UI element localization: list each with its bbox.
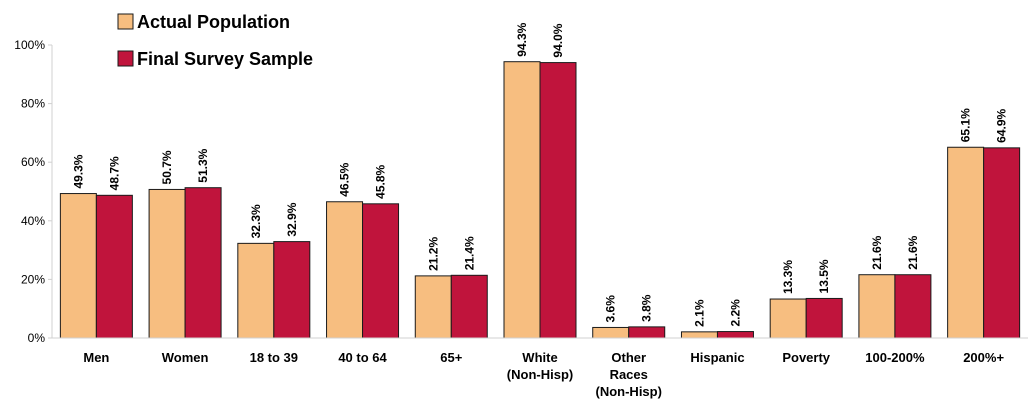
x-category-label: Poverty: [782, 350, 830, 365]
data-label: 94.3%: [515, 22, 529, 56]
data-label: 2.2%: [728, 299, 742, 327]
bar-final-survey-sample: [95, 194, 133, 339]
x-category-label: 200%+: [963, 350, 1004, 365]
data-label: 13.3%: [781, 260, 795, 294]
x-category-label: Hispanic: [690, 350, 744, 365]
bar-actual-population: [769, 298, 807, 339]
bar-actual-population: [947, 146, 985, 339]
data-label: 48.7%: [107, 156, 121, 190]
bar-final-survey-sample: [450, 274, 488, 339]
y-tick-label: 0%: [28, 331, 46, 345]
x-category-label: 18 to 39: [250, 350, 298, 365]
bar-final-survey-sample: [362, 203, 400, 339]
bar-final-survey-sample: [539, 62, 577, 339]
bar-actual-population: [680, 331, 718, 339]
legend-swatch-actual-population: [117, 13, 134, 30]
data-label: 3.6%: [604, 295, 618, 323]
bar-actual-population: [237, 242, 275, 339]
y-tick-label: 60%: [21, 155, 45, 169]
bar-actual-population: [858, 274, 896, 339]
data-label: 50.7%: [160, 150, 174, 184]
x-category-label: 40 to 64: [338, 350, 387, 365]
data-label: 46.5%: [338, 162, 352, 196]
bar-final-survey-sample: [983, 147, 1021, 339]
y-tick-label: 100%: [14, 38, 45, 52]
bar-final-survey-sample: [805, 297, 843, 339]
bar-actual-population: [592, 326, 630, 339]
x-category-label: Men: [83, 350, 109, 365]
bars: [59, 61, 1021, 339]
data-label: 64.9%: [995, 108, 1009, 142]
y-tick-label: 40%: [21, 214, 45, 228]
data-labels: 49.3% 48.7% 50.7% 51.3% 32.3% 32.9% 46.5% 45.8%…: [71, 22, 1008, 327]
x-category-label: White (Non-Hisp): [507, 350, 573, 382]
bar-actual-population: [326, 201, 364, 339]
bar-actual-population: [414, 275, 452, 339]
bar-final-survey-sample: [894, 274, 932, 339]
y-tick-label: 20%: [21, 272, 45, 286]
data-label: 32.9%: [285, 202, 299, 236]
x-category-label: 65+: [440, 350, 462, 365]
legend-label-actual-population: Actual Population: [137, 12, 290, 32]
data-label: 49.3%: [71, 154, 85, 188]
data-label: 2.1%: [692, 299, 706, 327]
data-label: 13.5%: [817, 259, 831, 293]
legend-label-final-survey-sample: Final Survey Sample: [137, 49, 313, 69]
x-axis: Men Women 18 to 39 40 to 64 65+ White (Non-His…: [52, 337, 1028, 399]
data-label: 45.8%: [374, 164, 388, 198]
data-label: 65.1%: [959, 108, 973, 142]
bar-actual-population: [503, 61, 541, 339]
x-category-label: 100-200%: [865, 350, 925, 365]
data-label: 21.4%: [462, 236, 476, 270]
legend: Actual Population Final Survey Sample: [117, 12, 313, 69]
legend-swatch-final-survey-sample: [117, 50, 134, 67]
bar-final-survey-sample: [628, 326, 666, 339]
data-label: 21.6%: [870, 235, 884, 269]
y-axis: 0% 20% 40% 60% 80% 100%: [14, 38, 53, 345]
data-label: 51.3%: [196, 148, 210, 182]
bar-final-survey-sample: [716, 331, 754, 339]
bar-final-survey-sample: [184, 187, 222, 339]
data-label: 32.3%: [249, 204, 263, 238]
y-tick-label: 80%: [21, 97, 45, 111]
x-category-label: Women: [162, 350, 209, 365]
data-label: 3.8%: [640, 294, 654, 322]
data-label: 21.6%: [906, 235, 920, 269]
data-label: 21.2%: [426, 237, 440, 271]
bar-actual-population: [59, 193, 97, 339]
x-category-label: Other Races (Non-Hisp): [596, 350, 662, 399]
bar-final-survey-sample: [273, 241, 311, 339]
data-label: 94.0%: [551, 23, 565, 57]
bar-actual-population: [148, 188, 186, 339]
